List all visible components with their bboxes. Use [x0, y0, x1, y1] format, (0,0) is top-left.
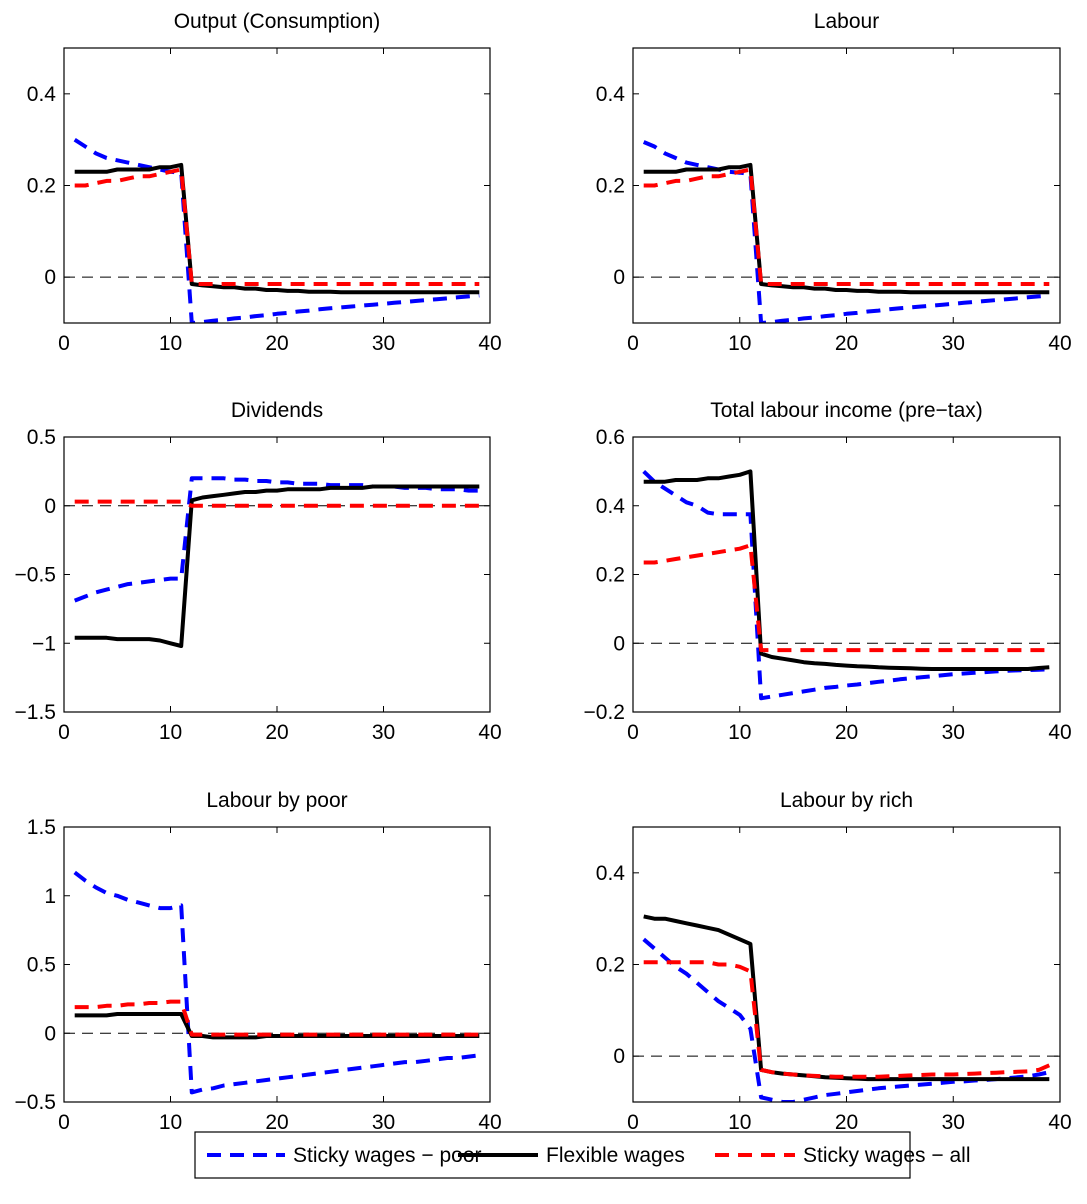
y-tick-label: 0.4: [596, 83, 626, 106]
y-tick-label: −0.5: [15, 564, 56, 587]
panel-2: Labour 0 10 20 30 40 0 0.2 0.4: [596, 10, 1072, 355]
y-tick-label: 0.6: [596, 426, 625, 449]
y-tick-label: 0: [613, 1045, 625, 1068]
y-tick-label: 1.5: [27, 816, 56, 839]
series-line-sticky-all: [643, 167, 1050, 286]
series-line-flexible: [643, 914, 1050, 1082]
x-tick-label: 20: [835, 721, 858, 744]
panel-title: Dividends: [231, 399, 323, 422]
y-tick-label: 0: [44, 266, 56, 289]
y-tick-label: 0.2: [596, 564, 625, 587]
x-tick-label: 40: [1048, 332, 1071, 355]
x-tick-label: 0: [58, 332, 70, 355]
series-line-flexible: [643, 162, 1050, 295]
series-group: [73, 138, 480, 323]
x-tick-label: 40: [478, 1111, 501, 1134]
y-tick-label: 0: [613, 632, 625, 655]
series-line-sticky-poor: [73, 138, 480, 323]
series-line-flexible: [74, 162, 480, 295]
x-tick-label: 0: [627, 721, 639, 744]
x-tick-label: 10: [728, 1111, 751, 1134]
series-group: [642, 914, 1051, 1102]
series-line-sticky-all: [643, 543, 1050, 653]
panel-1: Output (Consumption) 0 10 20 30 40 0 0.2 0.4: [27, 10, 502, 355]
x-tick-label: 10: [159, 1111, 182, 1134]
legend-label-sticky-poor: Sticky wages − poor: [293, 1144, 482, 1167]
panel-title: Labour: [814, 10, 879, 33]
panel-title: Labour by poor: [206, 789, 347, 812]
series-group: [73, 476, 480, 648]
x-tick-label: 30: [942, 1111, 965, 1134]
x-tick-label: 20: [265, 1111, 288, 1134]
y-tick-label: 0.4: [596, 862, 626, 885]
y-tick-label: 0.4: [596, 495, 626, 518]
x-tick-label: 40: [1048, 721, 1071, 744]
series-line-sticky-all: [74, 167, 480, 286]
panel-title: Output (Consumption): [174, 10, 381, 33]
x-tick-label: 0: [58, 1111, 70, 1134]
x-tick-label: 10: [728, 332, 751, 355]
y-tick-label: 0.2: [27, 175, 56, 198]
y-tick-label: −1.5: [15, 701, 56, 724]
x-tick-label: 40: [478, 332, 501, 355]
x-tick-label: 40: [1048, 1111, 1071, 1134]
series-line-flexible: [643, 469, 1050, 671]
panel-3: Dividends 0 10 20 30 40 −1.5 −1 −0.5 0 0.5: [15, 399, 502, 744]
y-tick-label: 0.5: [27, 426, 56, 449]
series-line-flexible: [74, 484, 480, 648]
series-group: [642, 140, 1050, 323]
series-line-sticky-poor: [73, 476, 480, 603]
panel-title: Total labour income (pre−tax): [710, 399, 983, 422]
panel-title: Labour by rich: [780, 789, 913, 812]
panel-4: Total labour income (pre−tax) 0 10 20 30 40 −0…: [584, 399, 1072, 744]
x-tick-label: 30: [372, 332, 395, 355]
y-tick-label: 0: [44, 1022, 56, 1045]
panel-6: Labour by rich 0 10 20 30 40 0 0.2 0.4: [596, 789, 1072, 1134]
y-tick-label: −0.2: [584, 701, 625, 724]
x-tick-label: 30: [372, 721, 395, 744]
x-tick-label: 20: [265, 721, 288, 744]
y-tick-label: 0: [613, 266, 625, 289]
series-line-sticky-poor: [642, 469, 1050, 701]
series-line-flexible: [74, 1012, 480, 1040]
x-tick-label: 20: [835, 1111, 858, 1134]
x-tick-label: 30: [372, 1111, 395, 1134]
y-tick-label: 1: [44, 885, 56, 908]
x-tick-label: 30: [942, 332, 965, 355]
series-group: [642, 469, 1050, 701]
y-tick-label: 0.4: [27, 83, 57, 106]
panels: Output (Consumption)0 10 20 30 4000.20.4Labo…: [15, 10, 1072, 1134]
y-tick-label: 0.5: [27, 954, 56, 977]
x-tick-label: 30: [942, 721, 965, 744]
x-tick-label: 40: [478, 721, 501, 744]
y-tick-label: 0.2: [596, 175, 625, 198]
y-tick-label: −1: [32, 632, 56, 655]
x-tick-label: 10: [728, 721, 751, 744]
x-tick-label: 0: [627, 1111, 639, 1134]
x-tick-label: 20: [265, 332, 288, 355]
x-tick-label: 0: [58, 721, 70, 744]
y-tick-label: 0.2: [596, 954, 625, 977]
legend: Sticky wages − poor Flexible wages Stick…: [194, 1131, 971, 1179]
x-tick-label: 0: [627, 332, 639, 355]
x-tick-label: 10: [159, 332, 182, 355]
x-tick-label: 10: [159, 721, 182, 744]
series-line-sticky-poor: [73, 870, 480, 1095]
legend-label-flexible: Flexible wages: [546, 1144, 685, 1167]
legend-label-sticky-all: Sticky wages − all: [803, 1144, 971, 1167]
legend-box: [194, 1131, 911, 1179]
series-group: [73, 870, 480, 1095]
x-tick-label: 20: [835, 332, 858, 355]
y-tick-label: 0: [44, 495, 56, 518]
y-tick-label: −0.5: [15, 1091, 56, 1114]
